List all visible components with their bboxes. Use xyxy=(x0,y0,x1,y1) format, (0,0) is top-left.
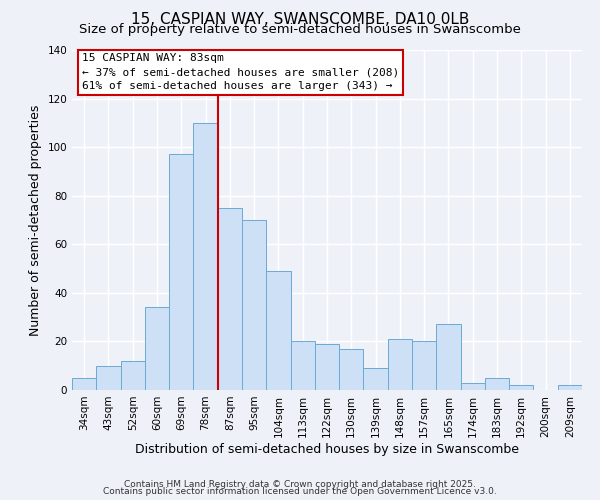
Text: Contains HM Land Registry data © Crown copyright and database right 2025.: Contains HM Land Registry data © Crown c… xyxy=(124,480,476,489)
Text: Size of property relative to semi-detached houses in Swanscombe: Size of property relative to semi-detach… xyxy=(79,22,521,36)
Bar xyxy=(266,271,290,390)
Bar xyxy=(509,385,533,390)
Bar xyxy=(96,366,121,390)
Text: 15, CASPIAN WAY, SWANSCOMBE, DA10 0LB: 15, CASPIAN WAY, SWANSCOMBE, DA10 0LB xyxy=(131,12,469,28)
Bar xyxy=(218,208,242,390)
Bar xyxy=(121,361,145,390)
Bar xyxy=(72,378,96,390)
Bar xyxy=(558,385,582,390)
Y-axis label: Number of semi-detached properties: Number of semi-detached properties xyxy=(29,104,42,336)
Bar xyxy=(364,368,388,390)
Bar xyxy=(339,348,364,390)
Bar xyxy=(193,123,218,390)
Bar xyxy=(169,154,193,390)
Bar xyxy=(290,342,315,390)
Bar xyxy=(461,382,485,390)
Bar xyxy=(242,220,266,390)
Bar xyxy=(315,344,339,390)
Text: Contains public sector information licensed under the Open Government Licence v3: Contains public sector information licen… xyxy=(103,488,497,496)
Bar xyxy=(485,378,509,390)
X-axis label: Distribution of semi-detached houses by size in Swanscombe: Distribution of semi-detached houses by … xyxy=(135,442,519,456)
Text: 15 CASPIAN WAY: 83sqm
← 37% of semi-detached houses are smaller (208)
61% of sem: 15 CASPIAN WAY: 83sqm ← 37% of semi-deta… xyxy=(82,54,400,92)
Bar xyxy=(412,342,436,390)
Bar xyxy=(388,339,412,390)
Bar xyxy=(145,308,169,390)
Bar xyxy=(436,324,461,390)
